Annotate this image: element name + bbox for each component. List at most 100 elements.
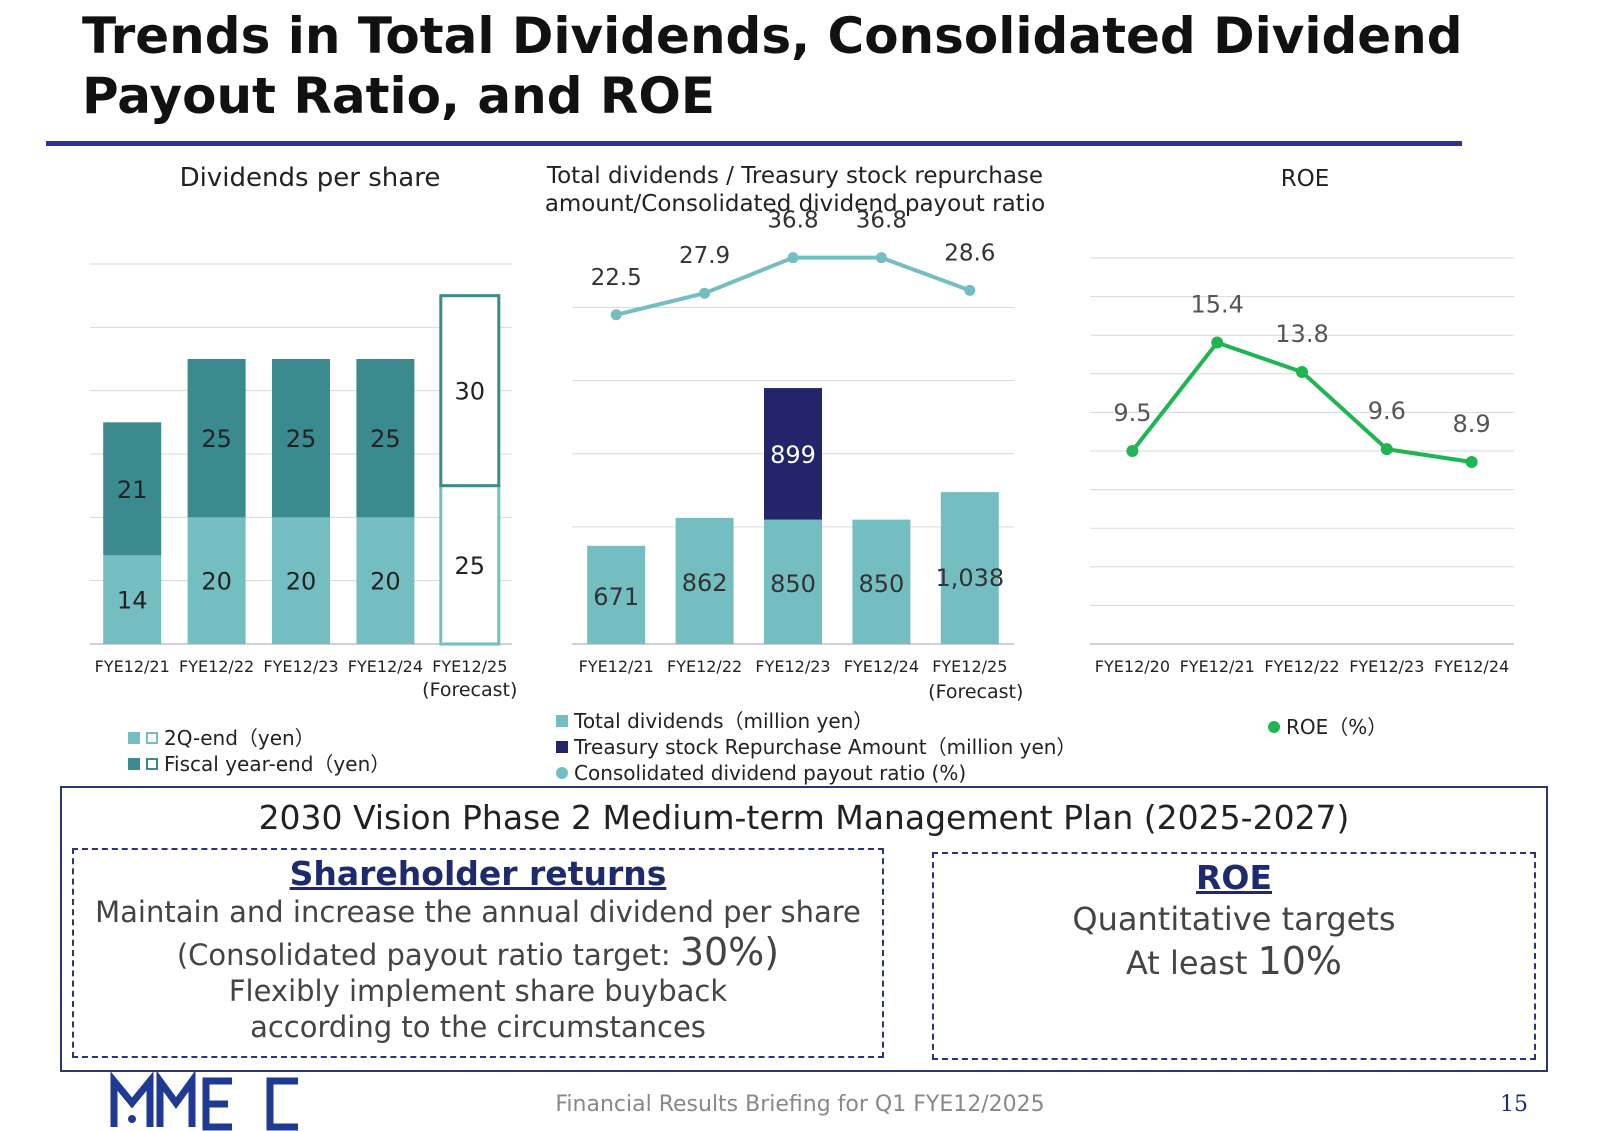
dps-x-tick: FYE12/23 [263,657,338,676]
roe-legend-item: ROE（%） [1268,714,1387,740]
roe-legend-label: ROE（%） [1286,715,1388,739]
roe-label: 9.5 [1113,399,1151,427]
dps-bar-fye [187,359,246,518]
dps-bar-fye [272,359,330,518]
td-legend-payout: Consolidated dividend payout ratio (%) [556,760,1076,786]
td-payout-point [875,252,887,264]
roe-point [1296,365,1308,378]
shareholder-line2: (Consolidated payout ratio target: 30%) [74,933,882,973]
total-dividends-chart: 671 FYE12/21 862 FYE12/22 850 899 FYE12/23 850 F… [572,208,1023,703]
td-payout-point [699,287,711,299]
roe-x-tick: FYE12/24 [1434,657,1509,676]
shareholder-returns-heading: Shareholder returns [289,854,667,893]
td-legend-treasury: Treasury stock Repurchase Amount（million… [556,734,1076,760]
footer-text: Financial Results Briefing for Q1 FYE12/… [555,1092,1045,1117]
roe-point [1465,456,1478,469]
dps-bar-2q [439,484,501,646]
legend-swatch-treasury [556,741,568,753]
dps-bar-fye [356,359,415,518]
dps-legend-fye-label: Fiscal year-end（yen） [164,752,391,776]
roe-target-line2: At least 10% [934,940,1534,984]
legend-swatch-total-dividends [556,715,568,727]
roe-target-heading: ROE [1195,858,1272,897]
td-payout-label: 27.9 [679,243,730,269]
td-legend-treasury-label: Treasury stock Repurchase Amount（million… [574,735,1077,759]
td-payout-label: 36.8 [856,208,907,234]
dps-x-tick: FYE12/25 [432,657,507,676]
dps-legend: 2Q-end（yen） Fiscal year-end（yen） [128,725,390,777]
total-dividends-title-line1: Total dividends / Treasury stock repurch… [546,163,1044,189]
legend-dot-payout [556,767,568,779]
total-dividends-legend: Total dividends（million yen） Treasury st… [556,708,1076,786]
td-payout-point [787,252,799,264]
roe-point [1380,443,1393,456]
td-label-total-dividends: 850 [858,570,904,598]
dps-bar-2q [272,517,330,644]
dps-legend-2q-label: 2Q-end（yen） [164,726,315,750]
roe-label: 13.8 [1275,320,1328,348]
dps-label-2q: 14 [117,587,148,615]
payout-target-value: 30% [679,930,765,974]
td-x-sublabel: (Forecast) [928,681,1023,703]
td-label-total-dividends: 671 [593,583,639,611]
roe-x-tick: FYE12/22 [1264,657,1339,676]
total-dividends-chart-title: Total dividends / Treasury stock repurch… [520,162,1070,218]
td-payout-point [964,284,976,296]
title-divider [46,141,1462,146]
td-payout-point [610,309,622,321]
td-label-total-dividends: 1,038 [935,564,1004,592]
company-logo [110,1070,298,1131]
roe-line [1130,340,1472,465]
dps-x-tick: FYE12/24 [348,657,423,676]
plan-panel: 2030 Vision Phase 2 Medium-term Manageme… [60,786,1548,1072]
shareholder-line1: Maintain and increase the annual dividen… [95,895,861,929]
dps-label-fye: 21 [117,476,148,504]
dps-bar-fye [103,422,162,556]
roe-label: 9.6 [1368,397,1406,425]
shareholder-line2-pre: (Consolidated payout ratio target: [176,938,680,972]
logo-letter-m2 [156,1070,196,1127]
td-bar-treasury [764,388,822,520]
roe-chart: FYE12/20 FYE12/21 FYE12/22 FYE12/23 FYE12/24… [1090,257,1514,676]
td-bar-total-dividends [940,492,999,644]
shareholder-line2-post: ) [764,930,780,974]
total-dividends-title-line2: amount/Consolidated dividend payout rati… [544,191,1046,217]
page-title: Trends in Total Dividends, Consolidated … [82,6,1482,126]
td-bar-total-dividends [852,519,911,644]
logo-letter-e [202,1077,232,1131]
roe-point [1126,445,1139,457]
td-label-total-dividends: 862 [682,569,728,597]
dps-chart-title: Dividends per share [179,163,441,193]
legend-dot-roe [1268,721,1280,733]
legend-swatch-outline-light [146,732,158,744]
td-payout-label: 28.6 [944,240,995,266]
shareholder-line3: Flexibly implement share buyback [228,974,728,1008]
td-legend-payout-label: Consolidated dividend payout ratio (%) [574,761,967,785]
shareholder-line4: according to the circumstances [250,1010,706,1044]
td-x-tick: FYE12/25 [932,657,1007,676]
page-title-line2: Payout Ratio, and ROE [82,67,716,125]
roe-chart-title: ROE [1280,166,1330,192]
dps-bar-2q [187,517,246,644]
td-payout-line [615,255,971,317]
td-label-treasury: 899 [770,441,816,469]
roe-target-box: ROE Quantitative targets At least 10% [932,852,1536,1060]
legend-swatch-teal-dark [128,758,140,770]
td-x-tick: FYE12/22 [667,657,742,676]
roe-legend: ROE（%） [1268,714,1387,740]
td-x-tick: FYE12/21 [579,657,654,676]
legend-swatch-teal-light [128,732,140,744]
plan-title: 2030 Vision Phase 2 Medium-term Manageme… [258,798,1350,837]
dps-legend-fye: Fiscal year-end（yen） [128,751,390,777]
td-x-tick: FYE12/23 [755,657,830,676]
dps-label-2q: 25 [455,552,486,580]
charts-canvas: 14 21 FYE12/21 20 25 FYE12/22 20 25 FYE12/23 20 25… [90,208,1514,703]
dps-bar-2q [356,517,415,644]
dps-label-2q: 20 [201,568,232,596]
page-title-line1: Trends in Total Dividends, Consolidated … [82,7,1463,65]
td-label-total-dividends: 850 [770,570,816,598]
td-bar-total-dividends [587,545,646,644]
roe-target-value: 10% [1257,939,1343,983]
td-legend-total-label: Total dividends（million yen） [574,709,874,733]
roe-target-line2-pre: At least [1125,944,1258,982]
